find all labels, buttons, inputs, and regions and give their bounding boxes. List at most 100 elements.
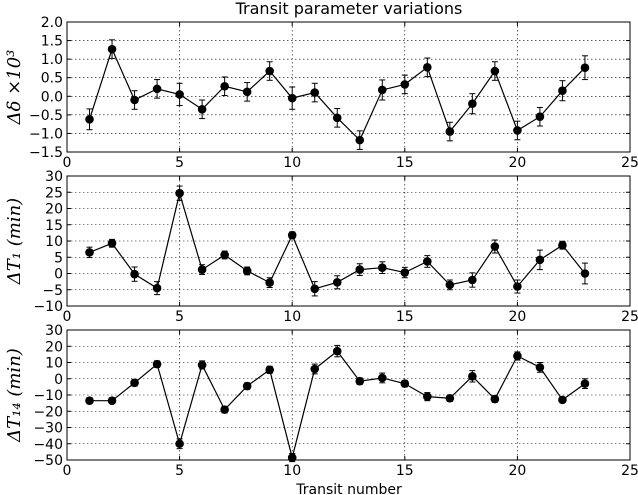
series-line bbox=[89, 350, 586, 458]
y-tick-label: −30 bbox=[33, 421, 63, 437]
data-point bbox=[265, 66, 274, 76]
y-tick-label: 5 bbox=[54, 250, 63, 266]
data-point bbox=[220, 405, 229, 414]
data-point bbox=[197, 360, 207, 370]
data-point bbox=[85, 248, 94, 257]
x-tick-label: 0 bbox=[63, 309, 72, 325]
data-point bbox=[130, 378, 139, 388]
data-point bbox=[175, 90, 184, 99]
data-point bbox=[242, 381, 252, 391]
data-point bbox=[355, 135, 365, 145]
data-point bbox=[513, 351, 522, 361]
data-point bbox=[445, 127, 455, 136]
data-point bbox=[400, 379, 410, 388]
x-tick-label: 15 bbox=[396, 463, 414, 479]
data-point bbox=[152, 359, 162, 369]
y-tick-label: 0.5 bbox=[41, 71, 63, 87]
data-point bbox=[490, 394, 500, 404]
y-axis-label: ΔT₁₄ (min) bbox=[4, 348, 25, 443]
y-axis-label: Δδ ×10³ bbox=[4, 50, 25, 126]
data-point bbox=[130, 269, 139, 279]
y-tick-label: −40 bbox=[33, 437, 63, 453]
y-tick-label: 0 bbox=[54, 372, 63, 388]
data-point bbox=[513, 126, 522, 135]
y-tick-label: −10 bbox=[33, 299, 63, 315]
plot-frame bbox=[66, 175, 631, 307]
x-tick-label: 0 bbox=[63, 155, 72, 171]
data-point bbox=[445, 393, 455, 403]
x-tick-label: 5 bbox=[175, 463, 184, 479]
y-tick-label: 1.5 bbox=[41, 34, 63, 50]
data-point bbox=[355, 376, 365, 386]
data-point bbox=[332, 113, 342, 123]
y-tick-label: −50 bbox=[33, 453, 63, 469]
data-point bbox=[355, 265, 365, 274]
data-point bbox=[513, 282, 522, 291]
data-point bbox=[197, 104, 207, 114]
data-point bbox=[423, 257, 432, 266]
y-tick-label: 10 bbox=[45, 234, 63, 250]
y-tick-label: 10 bbox=[45, 356, 63, 372]
panel-delta: 0 5 10 15 20 25 −1.5 −1.0 −0.5 0.0 0.5 1.0 1.5 2.0 Δδ … bbox=[4, 15, 638, 171]
data-point bbox=[400, 268, 410, 277]
y-tick-label: 30 bbox=[45, 323, 63, 339]
y-tick-label: −20 bbox=[33, 404, 63, 420]
x-tick-label: 10 bbox=[283, 463, 301, 479]
data-point bbox=[152, 84, 162, 94]
data-point bbox=[558, 395, 567, 405]
plot-frame bbox=[66, 329, 631, 461]
plot-frame bbox=[66, 21, 631, 153]
x-tick-label: 5 bbox=[175, 155, 184, 171]
data-point bbox=[558, 86, 567, 96]
y-tick-label: 1.0 bbox=[41, 52, 63, 68]
data-point bbox=[85, 115, 94, 124]
data-point bbox=[423, 392, 432, 401]
data-point bbox=[152, 283, 162, 293]
chart-title: Transit parameter variations bbox=[235, 0, 463, 18]
x-tick-label: 5 bbox=[175, 309, 184, 325]
data-point bbox=[377, 373, 387, 383]
y-tick-label: 20 bbox=[45, 202, 63, 218]
data-point bbox=[310, 284, 320, 294]
x-tick-label: 0 bbox=[63, 463, 72, 479]
data-point bbox=[468, 99, 477, 109]
data-point bbox=[242, 87, 252, 97]
y-tick-label: 15 bbox=[45, 218, 63, 234]
x-axis-label: Transit number bbox=[295, 482, 402, 495]
y-tick-label: −5 bbox=[42, 283, 63, 299]
data-point bbox=[310, 364, 320, 374]
y-tick-label: −1.5 bbox=[29, 145, 63, 161]
y-tick-label: 2.0 bbox=[41, 15, 63, 31]
data-point bbox=[107, 238, 117, 248]
data-point bbox=[287, 453, 297, 462]
data-point bbox=[287, 230, 297, 240]
data-point bbox=[468, 372, 477, 381]
data-point bbox=[197, 265, 207, 274]
x-tick-label: 15 bbox=[396, 309, 414, 325]
data-point bbox=[580, 269, 590, 278]
x-tick-label: 10 bbox=[283, 155, 301, 171]
y-tick-label: 30 bbox=[45, 169, 63, 185]
x-tick-label: 25 bbox=[621, 463, 638, 479]
data-point bbox=[490, 242, 500, 251]
data-point bbox=[535, 363, 545, 372]
data-point bbox=[220, 81, 229, 91]
data-point bbox=[468, 275, 477, 285]
data-point bbox=[580, 379, 590, 388]
x-tick-label: 25 bbox=[621, 309, 638, 325]
y-tick-label: −10 bbox=[33, 388, 63, 404]
data-point bbox=[535, 112, 545, 122]
data-point bbox=[445, 280, 455, 290]
x-tick-label: 20 bbox=[508, 155, 526, 171]
data-point bbox=[377, 263, 387, 272]
data-point bbox=[107, 396, 117, 405]
data-point bbox=[558, 240, 567, 250]
y-tick-label: 0.0 bbox=[41, 89, 63, 105]
y-tick-label: 0 bbox=[54, 267, 63, 283]
panels: 0 5 10 15 20 25−1.5−1.0−0.50.00.51.01.52.0Δδ … bbox=[4, 15, 638, 479]
data-point bbox=[423, 63, 432, 72]
data-point bbox=[85, 396, 94, 405]
data-point bbox=[175, 188, 184, 198]
y-axis-label: ΔT₁ (min) bbox=[4, 198, 25, 285]
